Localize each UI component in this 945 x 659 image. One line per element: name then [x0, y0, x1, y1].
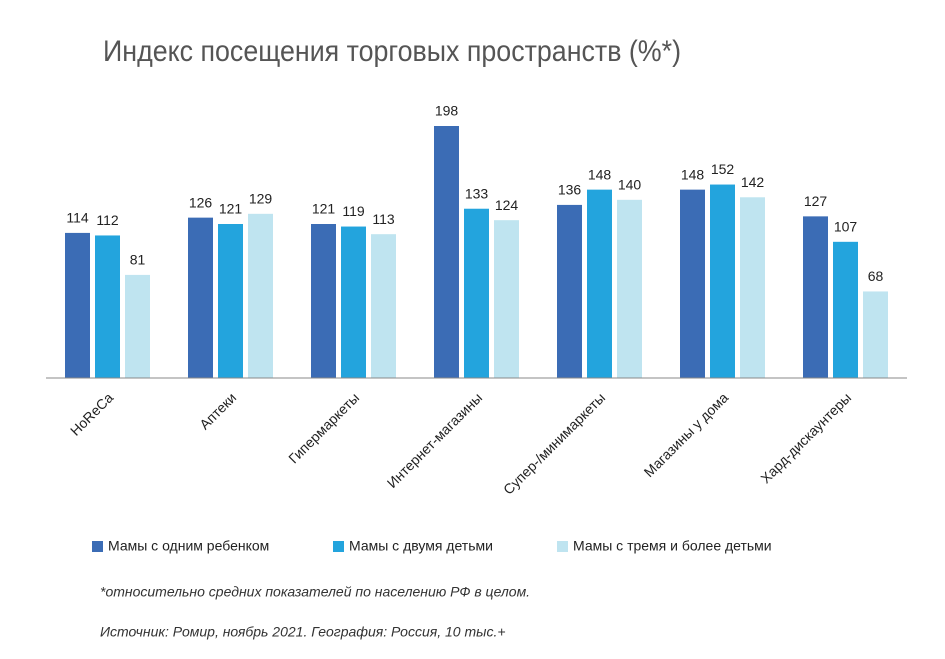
value-label: 112 — [96, 212, 119, 228]
legend-swatch — [92, 541, 103, 552]
value-label: 152 — [711, 161, 735, 177]
value-label: 136 — [558, 182, 582, 198]
value-label: 142 — [741, 174, 765, 190]
legend-label: Мамы с двумя детьми — [349, 538, 493, 554]
source: Источник: Ромир, ноябрь 2021. География:… — [100, 624, 506, 640]
bar — [65, 232, 90, 378]
bar — [434, 126, 459, 378]
value-label: 148 — [588, 166, 612, 182]
value-label: 119 — [342, 203, 365, 219]
value-label: 140 — [618, 177, 642, 193]
bar — [557, 204, 582, 378]
bar — [311, 224, 336, 378]
bar — [188, 217, 213, 378]
bar — [863, 291, 888, 378]
bar — [680, 189, 705, 378]
bar — [248, 213, 273, 378]
value-label: 81 — [130, 252, 146, 268]
legend-swatch — [333, 541, 344, 552]
bar — [740, 197, 765, 378]
value-label: 121 — [312, 201, 336, 217]
bar — [494, 220, 519, 378]
value-label: 68 — [868, 268, 884, 284]
value-label: 114 — [66, 210, 89, 226]
bar — [710, 184, 735, 378]
legend-label: Мамы с одним ребенком — [108, 538, 269, 554]
bar — [341, 226, 366, 378]
value-label: 124 — [495, 197, 519, 213]
bar — [833, 241, 858, 378]
bar — [587, 189, 612, 378]
value-label: 148 — [681, 166, 705, 182]
value-label: 121 — [219, 201, 243, 217]
value-label: 133 — [465, 185, 489, 201]
value-label: 198 — [435, 103, 459, 119]
footnote: *относительно средних показателей по нас… — [100, 584, 530, 600]
bar — [95, 235, 120, 378]
bar — [803, 216, 828, 378]
value-label: 107 — [834, 219, 858, 235]
bar — [125, 274, 150, 378]
bar — [464, 208, 489, 378]
value-label: 113 — [372, 211, 395, 227]
value-label: 127 — [804, 193, 828, 209]
value-label: 126 — [189, 194, 213, 210]
value-label: 129 — [249, 191, 273, 207]
bar — [617, 199, 642, 378]
chart-title: Индекс посещения торговых пространств (%… — [103, 35, 681, 68]
legend-swatch — [557, 541, 568, 552]
bar — [218, 224, 243, 378]
legend-label: Мамы с тремя и более детьми — [573, 538, 772, 554]
bar — [371, 234, 396, 378]
